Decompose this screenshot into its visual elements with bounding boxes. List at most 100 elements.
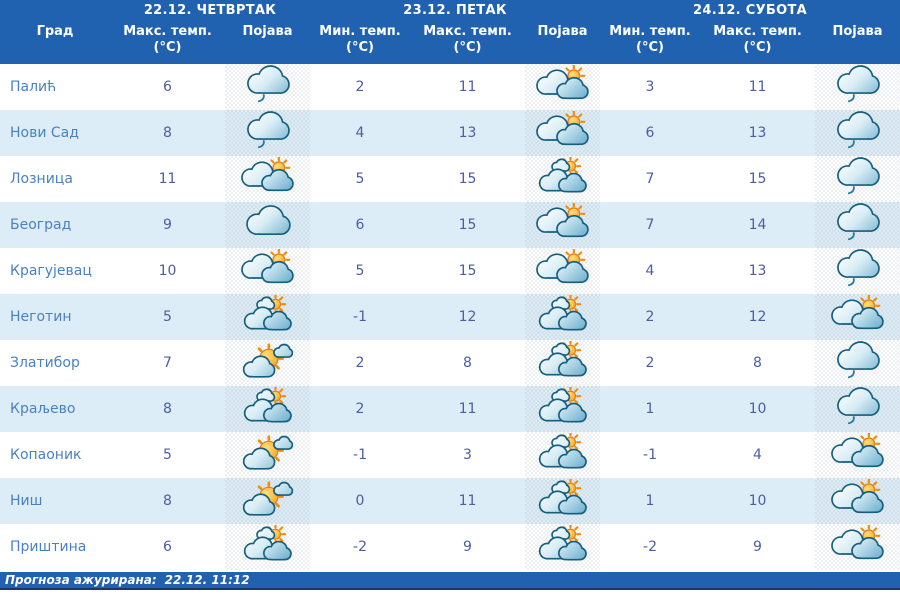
forecast-rows: Палић 6 2 11 3 11 Нови Сад 8 4 13 6 13 Л… (0, 64, 900, 570)
sun-behind-clouds-icon (535, 249, 590, 289)
day3-min-temp: 1 (645, 493, 655, 509)
rain-cloud-icon (831, 65, 885, 105)
rain-cloud-icon (831, 387, 885, 427)
sun-over-clouds-icon (536, 387, 590, 427)
city-name: Крагујевац (10, 263, 92, 279)
table-row: Ниш 8 0 11 1 10 (0, 478, 900, 524)
city-name: Београд (10, 217, 72, 233)
day3-weather-cell (815, 432, 900, 478)
rain-cloud-icon (831, 157, 885, 197)
day1-weather-cell (225, 524, 310, 570)
rain-cloud-icon (241, 111, 295, 151)
day1-weather-cell (225, 156, 310, 202)
day2-max-temp-header: Макс. темп. (°C) (410, 21, 525, 64)
day3-min-temp: 7 (645, 217, 655, 233)
table-row: Крагујевац 10 5 15 4 13 (0, 248, 900, 294)
table-header: 22.12. ЧЕТВРТАК 23.12. ПЕТАК 24.12. СУБО… (0, 0, 900, 64)
day2-min-temp: 6 (355, 217, 365, 233)
rain-cloud-icon (831, 341, 885, 381)
sun-over-clouds-icon (536, 479, 590, 519)
day2-min-temp-header: Мин. темп. (°C) (310, 21, 410, 64)
sunny-with-clouds-icon (241, 433, 295, 473)
day1-weather-cell (225, 248, 310, 294)
day3-weather-cell (815, 110, 900, 156)
table-row: Београд 9 6 15 7 14 (0, 202, 900, 248)
day3-weather-cell (815, 478, 900, 524)
day3-min-temp: 1 (645, 401, 655, 417)
day2-max-temp: 15 (458, 217, 477, 233)
day1-max-temp-header: Макс. темп. (°C) (110, 21, 225, 64)
day1-max-temp: 8 (163, 401, 172, 417)
day1-weather-cell (225, 294, 310, 340)
table-row: Нови Сад 8 4 13 6 13 (0, 110, 900, 156)
day2-min-temp: 2 (355, 355, 365, 371)
city-name: Приштина (10, 539, 87, 555)
cloud-icon (241, 203, 295, 243)
day3-weather-cell (815, 248, 900, 294)
day3-weather-cell (815, 202, 900, 248)
day3-weather-cell (815, 524, 900, 570)
table-row: Лозница 11 5 15 7 15 (0, 156, 900, 202)
day2-weather-cell (525, 478, 600, 524)
update-timestamp: 22.12. 11:12 (164, 573, 250, 587)
day2-weather-cell (525, 110, 600, 156)
day1-max-temp: 10 (158, 263, 177, 279)
day3-max-temp: 10 (748, 493, 767, 509)
rain-cloud-icon (831, 249, 885, 289)
day2-weather-cell (525, 294, 600, 340)
day3-min-temp: 6 (645, 125, 655, 141)
day2-min-temp: -1 (353, 447, 367, 463)
city-name: Краљево (10, 401, 76, 417)
day1-max-temp: 6 (163, 79, 172, 95)
city-column-header: Град (0, 21, 110, 64)
day3-max-temp: 4 (753, 447, 762, 463)
day3-max-temp-header: Макс. темп. (°C) (700, 21, 815, 64)
day3-max-temp: 11 (748, 79, 767, 95)
day2-max-temp: 3 (463, 447, 472, 463)
day3-date-header: 24.12. СУБОТА (600, 0, 900, 21)
day3-max-temp: 13 (748, 125, 767, 141)
day1-weather-cell (225, 340, 310, 386)
day3-phenomenon-header: Појава (815, 21, 900, 64)
day3-max-temp: 9 (753, 539, 762, 555)
day1-max-temp: 6 (163, 539, 172, 555)
sun-over-clouds-icon (536, 341, 590, 381)
sunny-with-clouds-icon (241, 479, 295, 519)
day2-max-temp: 11 (458, 79, 477, 95)
day1-max-temp: 8 (163, 493, 172, 509)
day1-weather-cell (225, 64, 310, 110)
day2-weather-cell (525, 64, 600, 110)
city-name: Палић (10, 79, 57, 95)
sun-over-clouds-icon (536, 525, 590, 565)
day3-max-temp: 8 (753, 355, 762, 371)
day2-min-temp: 0 (355, 493, 365, 509)
day3-min-temp: -1 (643, 447, 657, 463)
day2-max-temp: 15 (458, 171, 477, 187)
day2-date-header: 23.12. ПЕТАК (310, 0, 600, 21)
city-name: Неготин (10, 309, 72, 325)
day2-max-temp: 15 (458, 263, 477, 279)
day1-date-header: 22.12. ЧЕТВРТАК (110, 0, 310, 21)
day3-min-temp: -2 (643, 539, 657, 555)
sun-behind-clouds-icon (240, 249, 295, 289)
sun-behind-clouds-icon (535, 65, 590, 105)
sun-behind-clouds-icon (535, 111, 590, 151)
day2-phenomenon-header: Појава (525, 21, 600, 64)
day1-max-temp: 9 (163, 217, 172, 233)
day1-weather-cell (225, 432, 310, 478)
day3-weather-cell (815, 386, 900, 432)
table-row: Краљево 8 2 11 1 10 (0, 386, 900, 432)
day2-min-temp: 5 (355, 263, 365, 279)
day3-max-temp: 12 (748, 309, 767, 325)
table-row: Копаоник 5 -1 3 -1 4 (0, 432, 900, 478)
day2-max-temp: 8 (463, 355, 472, 371)
forecast-table: 22.12. ЧЕТВРТАК 23.12. ПЕТАК 24.12. СУБО… (0, 0, 900, 570)
sun-behind-clouds-icon (830, 295, 885, 335)
sun-over-clouds-icon (241, 295, 295, 335)
day3-max-temp: 13 (748, 263, 767, 279)
day2-weather-cell (525, 340, 600, 386)
day2-max-temp: 11 (458, 493, 477, 509)
table-row: Неготин 5 -1 12 2 12 (0, 294, 900, 340)
day3-min-temp-header: Мин. темп. (°C) (600, 21, 700, 64)
day1-weather-cell (225, 110, 310, 156)
